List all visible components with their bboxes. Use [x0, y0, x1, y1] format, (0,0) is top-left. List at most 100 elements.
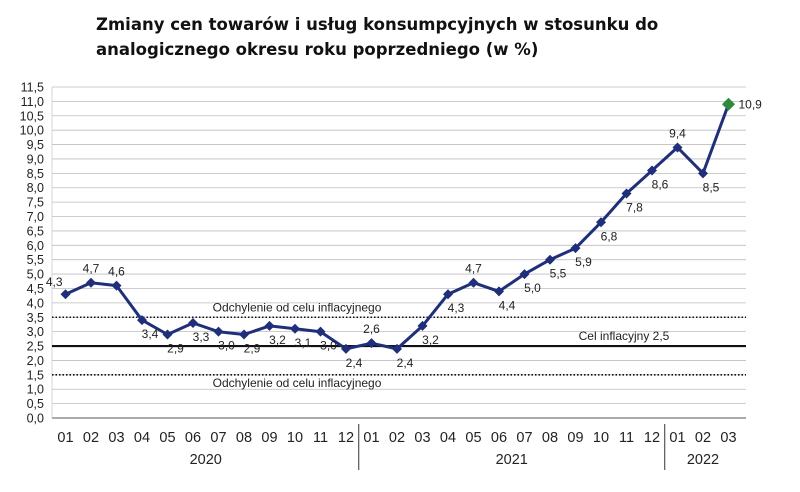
data-label: 2,6 — [363, 322, 380, 336]
data-label: 3,1 — [295, 336, 312, 350]
x-tick-label: 05 — [159, 430, 175, 446]
data-label: 9,4 — [669, 126, 686, 140]
x-tick-label: 06 — [491, 430, 507, 446]
x-tick-label: 10 — [287, 430, 303, 446]
data-point — [494, 286, 504, 297]
chart-title: Zmiany cen towarów i usług konsumpcyjnyc… — [96, 15, 659, 59]
y-tick-label: 9,5 — [27, 138, 44, 152]
data-label: 3,2 — [422, 333, 439, 347]
x-tick-label: 07 — [516, 430, 532, 446]
x-tick-label: 03 — [720, 430, 736, 446]
x-tick-label: 02 — [389, 430, 405, 446]
year-label: 2020 — [190, 452, 222, 468]
data-label: 8,6 — [652, 177, 669, 191]
data-point — [60, 289, 71, 300]
data-point — [188, 318, 198, 329]
data-point — [341, 343, 351, 354]
y-tick-label: 7,5 — [27, 196, 44, 210]
y-tick-label: 5,0 — [27, 268, 44, 282]
data-point — [290, 323, 300, 334]
data-label: 5,5 — [550, 267, 567, 281]
cpi-series-line — [64, 103, 730, 351]
x-tick-label: 11 — [619, 430, 634, 446]
x-tick-label: 06 — [185, 430, 201, 446]
data-label: 4,3 — [448, 301, 465, 315]
data-point — [621, 188, 632, 199]
data-point — [698, 168, 708, 179]
data-point — [162, 329, 173, 340]
data-label: 2,4 — [397, 356, 414, 370]
y-tick-label: 4,0 — [27, 296, 44, 310]
y-tick-label: 1,5 — [27, 368, 44, 382]
y-tick-label: 3,5 — [27, 311, 44, 325]
data-label: 3,3 — [193, 330, 210, 344]
y-tick-label: 11,0 — [21, 95, 44, 109]
x-tick-label: 02 — [83, 430, 99, 446]
data-label: 6,8 — [601, 229, 618, 243]
y-tick-label: 11,5 — [21, 81, 44, 95]
data-point — [570, 243, 581, 254]
y-tick-label: 6,0 — [27, 239, 44, 253]
x-tick-label: 01 — [669, 430, 685, 446]
x-tick-label: 02 — [695, 430, 711, 446]
y-tick-label: 6,5 — [27, 224, 44, 238]
data-point — [111, 280, 122, 291]
data-point — [213, 326, 224, 337]
data-label: 3,4 — [142, 327, 159, 341]
y-tick-label: 3,0 — [27, 325, 44, 339]
x-tick-label: 01 — [57, 430, 73, 446]
x-tick-label: 03 — [108, 430, 124, 446]
data-label: 2,9 — [167, 342, 184, 356]
data-point — [86, 277, 96, 288]
data-label: 5,0 — [524, 281, 541, 295]
latest-data-point — [722, 97, 735, 111]
data-point — [468, 277, 479, 288]
data-point — [443, 289, 453, 300]
data-point — [672, 142, 683, 153]
x-tick-label: 07 — [210, 430, 226, 446]
x-tick-label: 05 — [465, 430, 481, 446]
data-label: 3,0 — [320, 339, 337, 353]
data-point — [137, 315, 147, 326]
x-tick-label: 11 — [313, 430, 328, 446]
data-label: 2,4 — [346, 356, 363, 370]
data-label: 4,4 — [499, 298, 516, 312]
data-point — [264, 320, 275, 331]
data-label: 2,9 — [244, 342, 261, 356]
data-label: 4,6 — [108, 265, 125, 279]
x-tick-label: 01 — [363, 430, 379, 446]
x-tick-label: 12 — [644, 430, 660, 446]
data-point — [392, 343, 402, 354]
data-label: 4,7 — [83, 262, 100, 276]
y-tick-label: 0,5 — [27, 397, 44, 411]
y-tick-label: 5,5 — [27, 253, 44, 267]
data-point — [596, 217, 606, 228]
data-label: 10,9 — [739, 97, 763, 111]
year-label: 2022 — [687, 452, 719, 468]
data-point — [647, 165, 657, 176]
x-tick-label: 12 — [338, 430, 354, 446]
data-point — [315, 326, 326, 337]
reference-line-label: Odchylenie od celu inflacyjnego — [213, 300, 382, 314]
y-tick-label: 8,0 — [27, 181, 44, 195]
reference-line-label: Cel inflacyjny 2,5 — [579, 329, 670, 343]
x-tick-label: 04 — [134, 430, 150, 446]
data-label: 3,2 — [269, 333, 286, 347]
data-label: 5,9 — [575, 255, 592, 269]
data-label: 4,3 — [46, 275, 63, 289]
x-tick-label: 08 — [236, 430, 252, 446]
y-tick-label: 10,0 — [20, 124, 44, 138]
data-point — [417, 320, 428, 331]
y-tick-label: 9,0 — [27, 152, 44, 166]
y-tick-label: 1,0 — [27, 383, 44, 397]
y-tick-label: 10,5 — [20, 109, 44, 123]
year-label: 2021 — [496, 452, 528, 468]
data-label: 4,7 — [465, 262, 482, 276]
x-tick-label: 09 — [567, 430, 583, 446]
data-point — [239, 329, 249, 340]
x-tick-label: 04 — [440, 430, 456, 446]
x-tick-label: 03 — [414, 430, 430, 446]
data-point — [519, 269, 530, 280]
data-label: 3,0 — [218, 339, 235, 353]
